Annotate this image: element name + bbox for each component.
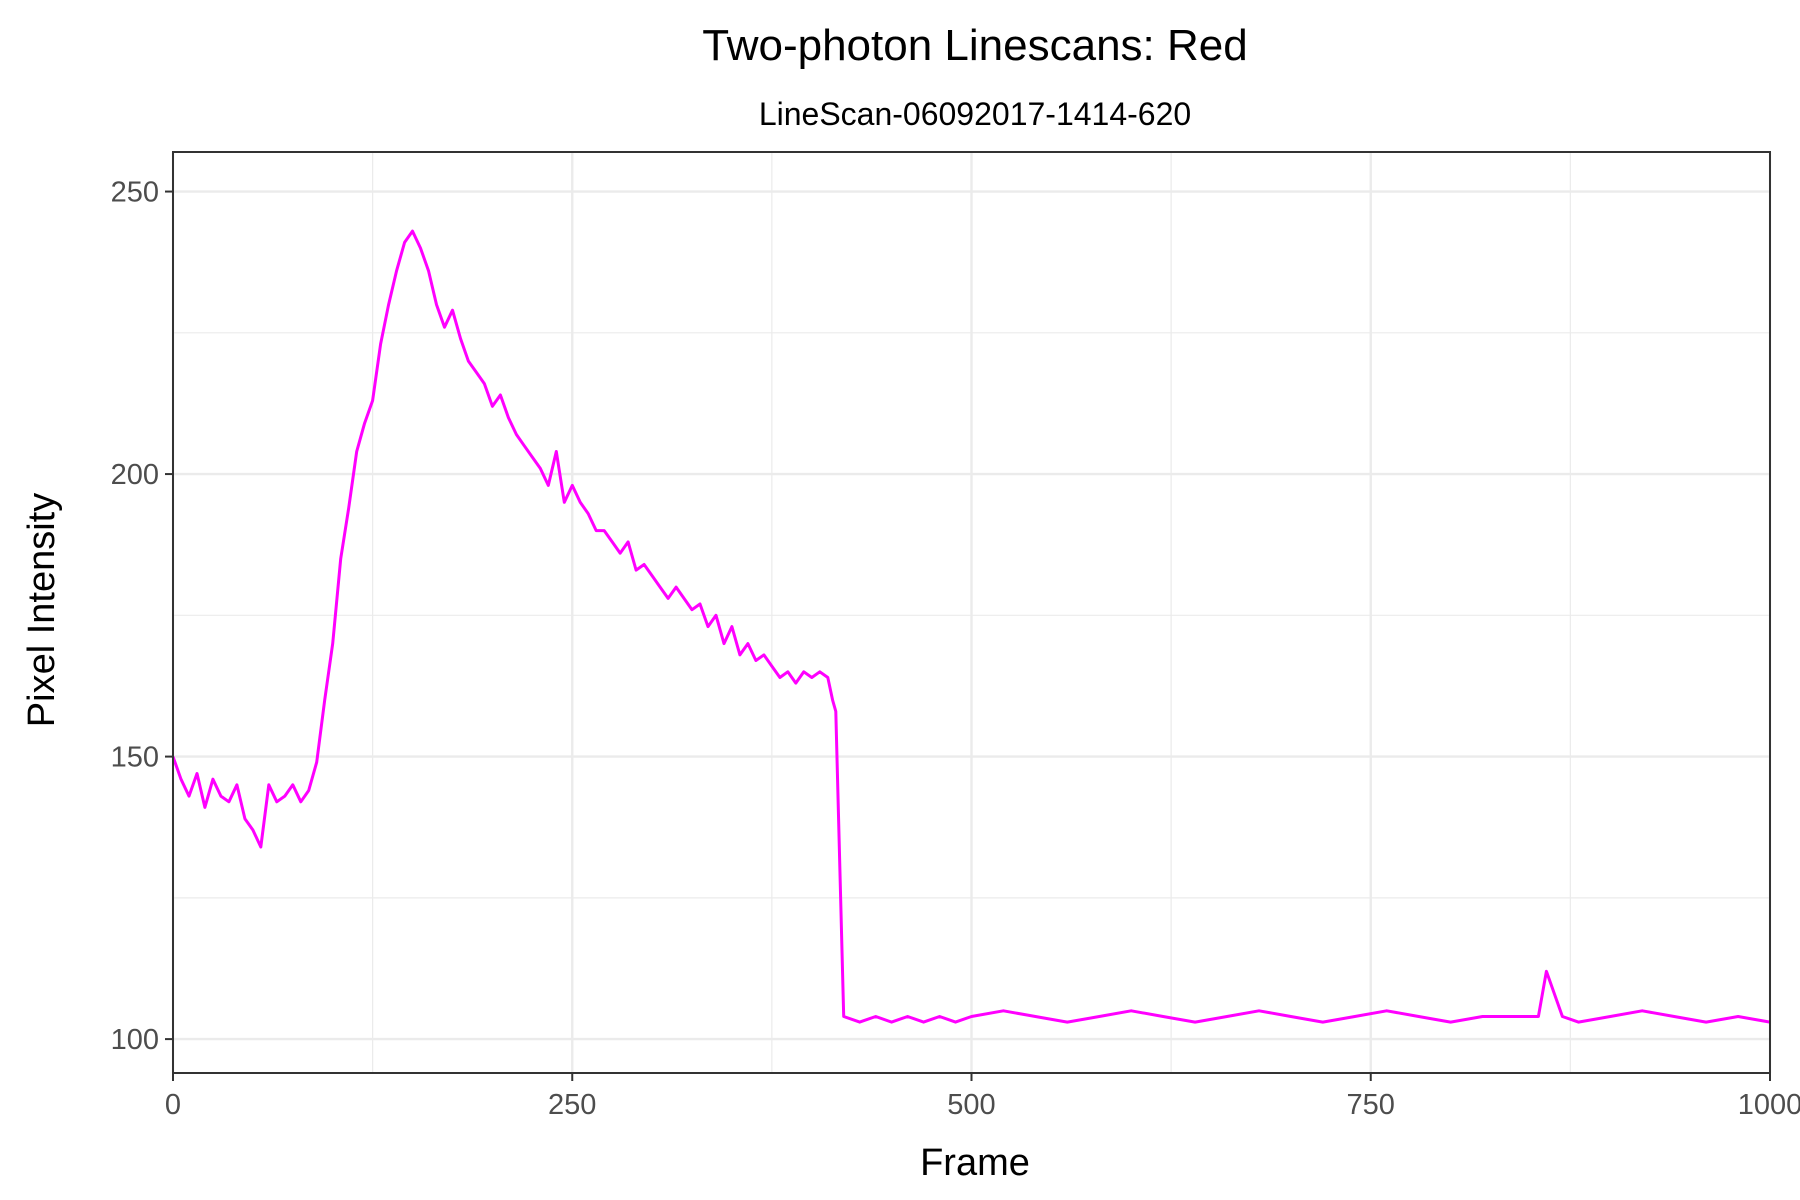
x-tick-label: 250 [548,1089,596,1121]
y-tick-label: 200 [111,459,159,491]
x-tick-label: 0 [165,1089,181,1121]
series-line [171,229,1771,1024]
x-axis: 0 250 500 750 1000 [165,1073,1800,1121]
y-axis-label: Pixel Intensity [21,493,63,727]
x-tick-label: 500 [947,1089,995,1121]
y-tick-label: 150 [111,742,159,774]
x-axis-label: Frame [920,1142,1030,1184]
y-axis: 100 150 200 250 [111,177,173,1056]
x-tick-label: 750 [1347,1089,1395,1121]
chart-subtitle: LineScan-06092017-1414-620 [759,96,1191,132]
x-tick-label: 1000 [1738,1089,1800,1121]
y-tick-label: 250 [111,177,159,209]
chart-title: Two-photon Linescans: Red [702,21,1247,70]
y-tick-label: 100 [111,1024,159,1056]
grid-major [171,152,1772,1073]
